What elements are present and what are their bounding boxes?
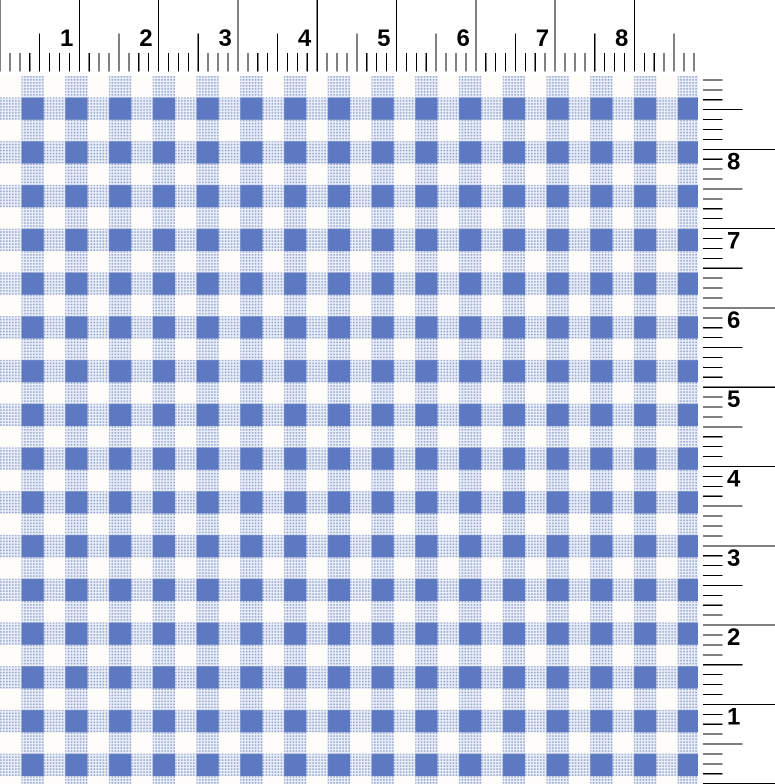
svg-text:5: 5 [377,25,390,52]
svg-text:7: 7 [536,25,549,52]
svg-text:5: 5 [727,386,740,413]
svg-text:8: 8 [727,148,740,175]
svg-text:2: 2 [139,25,152,52]
svg-text:7: 7 [727,228,740,255]
svg-text:3: 3 [219,25,232,52]
svg-text:4: 4 [298,25,312,52]
svg-text:6: 6 [456,25,469,52]
svg-text:1: 1 [727,703,740,730]
svg-text:3: 3 [727,545,740,572]
svg-text:2: 2 [727,624,740,651]
svg-text:4: 4 [727,466,741,493]
svg-text:6: 6 [727,307,740,334]
svg-text:1: 1 [60,25,73,52]
svg-text:8: 8 [615,25,628,52]
